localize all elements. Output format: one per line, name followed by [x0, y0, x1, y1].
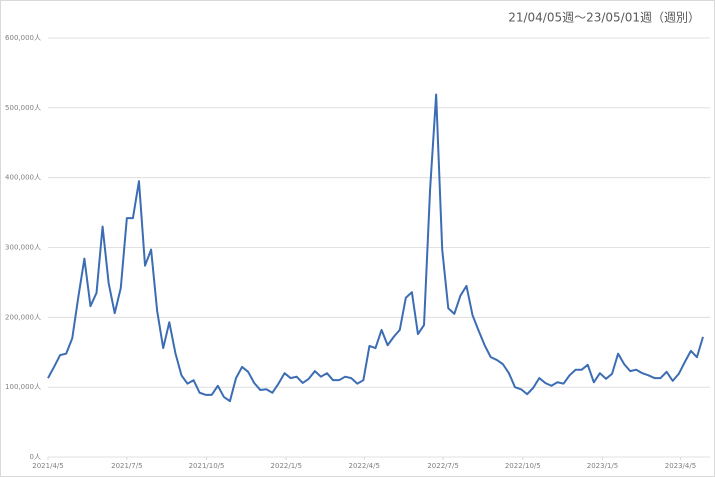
y-tick-label: 600,000人 [5, 34, 41, 42]
x-tick-label: 2023/4/5 [665, 462, 696, 470]
y-tick-label: 0人 [30, 453, 41, 461]
y-tick-label: 400,000人 [5, 174, 41, 182]
y-tick-label: 100,000人 [5, 383, 41, 391]
x-tick-label: 2021/10/5 [189, 462, 225, 470]
y-tick-label: 500,000人 [5, 104, 41, 112]
x-tick-label: 2022/1/5 [271, 462, 302, 470]
x-tick-label: 2022/7/5 [427, 462, 458, 470]
x-tick-label: 2023/1/5 [587, 462, 618, 470]
x-tick-label: 2021/4/5 [32, 462, 63, 470]
data-line [47, 93, 704, 403]
x-tick-label: 2022/4/5 [349, 462, 380, 470]
chart-title: 21/04/05週〜23/05/01週（週別） [508, 11, 700, 25]
x-tick-label: 2022/10/5 [505, 462, 541, 470]
y-tick-label: 300,000人 [5, 244, 41, 252]
y-tick-label: 200,000人 [5, 313, 41, 321]
x-tick-label: 2021/7/5 [111, 462, 142, 470]
